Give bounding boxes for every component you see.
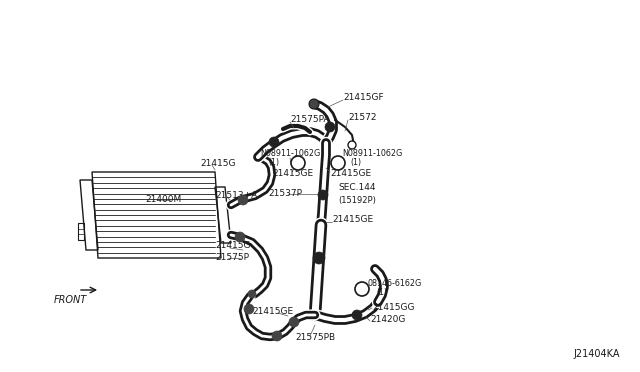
Text: (1): (1) xyxy=(350,158,361,167)
Text: 21415GE: 21415GE xyxy=(332,215,373,224)
Circle shape xyxy=(244,304,254,314)
Text: (1): (1) xyxy=(376,289,387,298)
Text: SEC.144: SEC.144 xyxy=(338,183,376,192)
Circle shape xyxy=(272,331,282,341)
Text: 21415G: 21415G xyxy=(200,158,236,167)
Text: B: B xyxy=(360,286,364,292)
Text: 21575PA: 21575PA xyxy=(290,115,330,125)
Text: 21415GG: 21415GG xyxy=(372,302,415,311)
Circle shape xyxy=(291,156,305,170)
Text: N08911-1062G: N08911-1062G xyxy=(342,148,403,157)
Circle shape xyxy=(269,137,279,147)
Text: 21415GE: 21415GE xyxy=(252,308,293,317)
Text: (1): (1) xyxy=(268,158,279,167)
Circle shape xyxy=(248,290,256,298)
Text: 21420G: 21420G xyxy=(370,315,405,324)
Text: 21513+A: 21513+A xyxy=(215,190,257,199)
Text: 21575P: 21575P xyxy=(215,253,249,263)
Text: (15192P): (15192P) xyxy=(338,196,376,205)
Text: 21415GE: 21415GE xyxy=(272,169,313,177)
Text: 08146-6162G: 08146-6162G xyxy=(368,279,422,288)
Circle shape xyxy=(289,317,299,327)
Circle shape xyxy=(235,232,245,242)
Circle shape xyxy=(325,122,335,132)
Text: FRONT: FRONT xyxy=(53,295,86,305)
Circle shape xyxy=(238,195,248,205)
Circle shape xyxy=(313,252,325,264)
Circle shape xyxy=(348,141,356,149)
Circle shape xyxy=(309,99,319,109)
Text: 21415GE: 21415GE xyxy=(330,169,371,177)
Text: 21415GF: 21415GF xyxy=(343,93,383,103)
Circle shape xyxy=(352,310,362,320)
Text: 21537P: 21537P xyxy=(268,189,302,198)
Text: N: N xyxy=(296,160,301,166)
Circle shape xyxy=(318,190,328,200)
Text: 21572: 21572 xyxy=(348,113,376,122)
Text: 21575PB: 21575PB xyxy=(295,333,335,341)
Text: 21415G: 21415G xyxy=(215,241,250,250)
Text: J21404KA: J21404KA xyxy=(573,349,620,359)
Circle shape xyxy=(355,282,369,296)
Circle shape xyxy=(331,156,345,170)
Text: N: N xyxy=(335,160,340,166)
Text: 21400M: 21400M xyxy=(145,196,181,205)
Text: N08911-1062G: N08911-1062G xyxy=(260,148,320,157)
